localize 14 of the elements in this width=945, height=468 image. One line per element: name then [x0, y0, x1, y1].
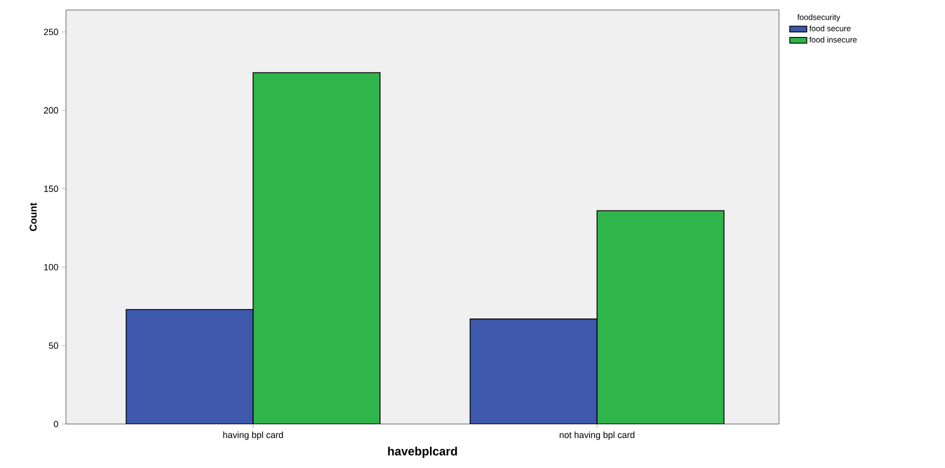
y-tick-label: 200 [44, 107, 58, 114]
y-axis-title: Count [30, 202, 37, 231]
y-tick-label: 250 [44, 28, 58, 36]
x-tick-label: not having bpl card [560, 432, 634, 440]
y-tick-label: 100 [44, 264, 58, 270]
y-tick-label: 150 [44, 186, 58, 192]
y-tick-label: 0 [54, 420, 58, 428]
x-axis-title: havebplcard [388, 446, 457, 458]
bar [470, 318, 598, 424]
bar [252, 72, 380, 424]
bar [596, 210, 724, 424]
x-tick-label: having bpl card [223, 432, 283, 440]
bar [126, 309, 254, 424]
y-tick-label: 50 [48, 342, 58, 349]
